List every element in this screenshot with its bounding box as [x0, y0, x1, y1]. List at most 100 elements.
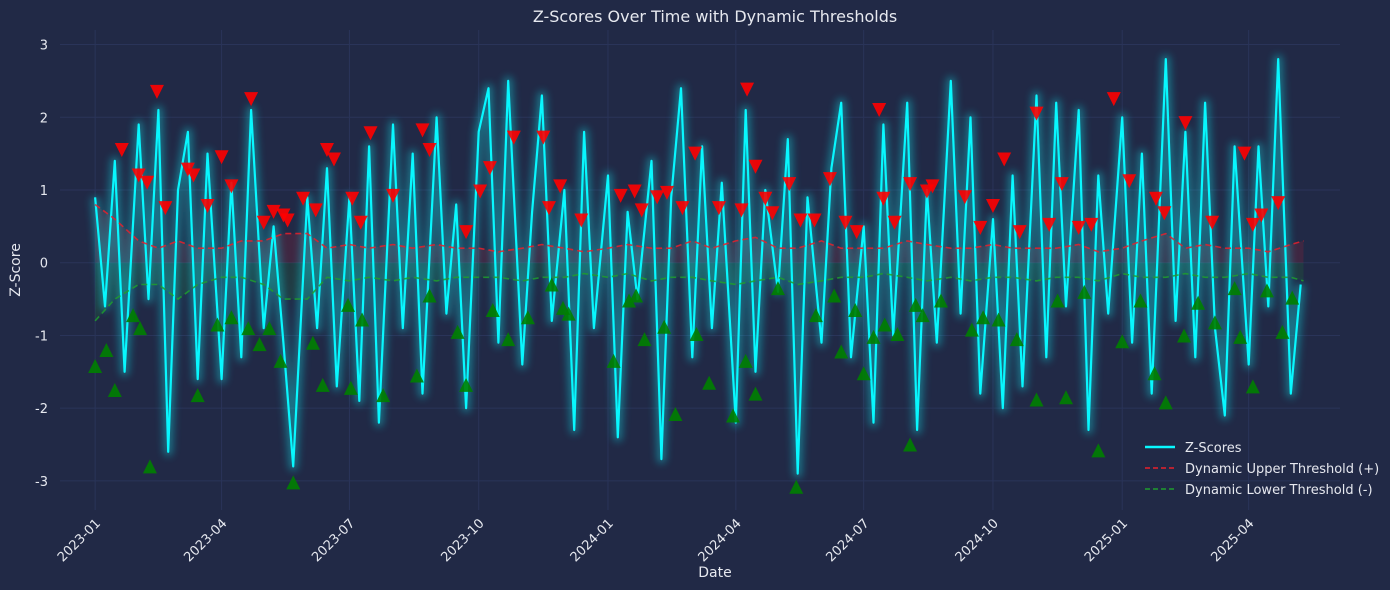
y-tick-label: 1 [40, 184, 48, 199]
upper-crossing-marker [131, 168, 146, 183]
upper-crossing-marker [1178, 116, 1193, 131]
lower-crossing-marker [561, 306, 576, 321]
lower-crossing-marker [450, 324, 465, 339]
lower-crossing-marker [702, 375, 717, 390]
upper-crossing-marker [1271, 196, 1286, 211]
upper-crossing-marker [1071, 220, 1086, 235]
lower-crossing-marker [1245, 379, 1260, 394]
lower-crossing-marker [1207, 315, 1222, 330]
lower-crossing-marker [637, 332, 652, 347]
lower-crossing-marker [286, 475, 301, 490]
upper-crossing-marker [541, 201, 556, 216]
lower-crossing-marker [689, 327, 704, 341]
lower-crossing-marker [1115, 334, 1130, 349]
upper-crossing-marker [422, 143, 437, 157]
lower-crossing-marker [422, 288, 437, 303]
lower-crossing-marker [657, 319, 672, 334]
upper-crossing-marker [793, 213, 808, 228]
lower-crossing-marker [738, 353, 753, 368]
upper-crossing-marker [957, 190, 972, 205]
x-axis-label: Date [698, 565, 731, 581]
lower-crossing-marker [241, 321, 256, 336]
upper-crossing-marker [688, 146, 703, 161]
upper-crossing-marker [822, 172, 837, 187]
lower-crossing-marker [1259, 283, 1274, 298]
upper-crossing-marker [1148, 191, 1163, 206]
upper-crossing-marker [244, 92, 259, 107]
upper-crossing-marker [807, 213, 822, 228]
upper-crossing-marker [140, 175, 155, 190]
upper-crossing-marker [1042, 217, 1057, 232]
lower-crossing-marker [877, 317, 892, 332]
lower-crossing-marker [501, 332, 516, 347]
lower-crossing-marker [126, 308, 141, 323]
upper-crossing-marker [345, 191, 360, 206]
lower-crossing-marker [606, 353, 621, 368]
upper-crossing-marker [985, 199, 1000, 213]
lower-crossing-marker [1147, 366, 1162, 381]
upper-crossing-marker [296, 191, 311, 206]
upper-crossing-marker [1254, 208, 1269, 223]
lower-crossing-marker [903, 437, 918, 452]
lower-crossing-marker [190, 388, 205, 403]
upper-crossing-marker [256, 215, 271, 230]
lower-crossing-marker [1050, 293, 1065, 308]
upper-crossing-marker [186, 168, 201, 183]
lower-crossing-marker [262, 321, 277, 336]
z-score-line [94, 58, 1302, 475]
lower-crossing-marker [459, 377, 474, 392]
lower-crossing-marker [520, 310, 535, 325]
lower-crossing-marker [770, 281, 785, 296]
upper-crossing-marker [876, 191, 891, 206]
lower-crossing-marker [827, 288, 842, 303]
lower-crossing-marker [668, 407, 683, 421]
y-tick-label: 0 [40, 257, 48, 272]
lower-crossing-marker [107, 383, 122, 397]
x-tick-label: 2023-07 [309, 516, 358, 565]
x-tick-label: 2024-01 [568, 516, 617, 565]
upper-crossing-marker [385, 188, 400, 203]
lower-crossing-marker [622, 293, 637, 308]
lower-crossing-marker [808, 308, 823, 323]
lower-crossing-marker [1059, 390, 1074, 405]
upper-crossing-marker [634, 203, 649, 218]
x-tick-label: 2023-10 [439, 516, 488, 565]
y-tick-label: 3 [40, 39, 48, 54]
upper-crossing-marker [1237, 146, 1252, 161]
lower-threshold-line [94, 272, 1304, 322]
lower-crossing-marker [1029, 392, 1044, 407]
upper-crossing-marker [849, 225, 864, 240]
lower-crossing-marker [252, 337, 267, 352]
upper-crossing-marker [1054, 177, 1069, 192]
lower-crossing-marker [305, 335, 320, 350]
upper-crossing-marker [459, 225, 474, 240]
lower-crossing-marker [1191, 295, 1206, 310]
lower-crossing-marker [629, 288, 644, 303]
upper-crossing-marker [650, 190, 665, 205]
lower-crossing-marker [1275, 324, 1290, 339]
upper-crossing-marker [838, 215, 853, 230]
upper-crossing-marker [266, 204, 281, 219]
lower-crossing-marker [1077, 284, 1092, 299]
lower-crossing-marker [355, 312, 370, 327]
lower-crossing-marker [409, 368, 424, 383]
upper-crossing-marker [224, 179, 239, 194]
upper-crossing-marker [536, 130, 551, 145]
upper-crossing-marker [1122, 174, 1137, 189]
upper-crossing-marker [158, 201, 173, 216]
lower-crossing-marker [142, 459, 157, 474]
legend-entry-label: Z-Scores [1185, 441, 1242, 456]
upper-crossing-marker [997, 152, 1012, 167]
lower-crossing-marker [964, 322, 979, 337]
upper-crossing-marker [711, 201, 726, 216]
upper-crossing-marker [308, 203, 323, 218]
upper-crossing-marker [872, 103, 887, 117]
lower-crossing-marker [99, 343, 114, 357]
upper-crossing-marker [887, 215, 902, 230]
lower-crossing-marker [1177, 328, 1192, 343]
plot-area: -3 -2 -1 0 1 2 3 2023-01 2023-04 2023-07 2023-10 20… [35, 30, 1340, 565]
upper-crossing-marker [1029, 106, 1044, 121]
upper-crossing-marker [1205, 215, 1220, 230]
lower-crossing-marker [908, 297, 923, 312]
x-tick-label: 2023-01 [55, 516, 104, 565]
